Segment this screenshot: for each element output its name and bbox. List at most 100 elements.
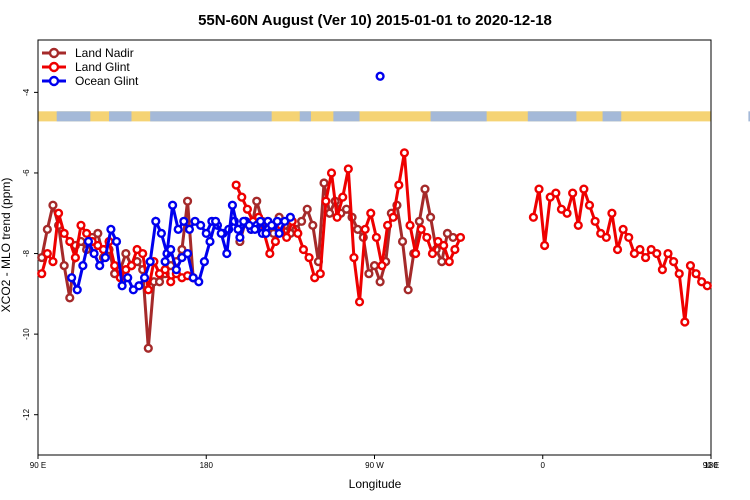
data-point (607, 208, 617, 218)
data-point (154, 277, 165, 287)
data-point (416, 224, 426, 234)
legend-item: Ocean Glint (42, 74, 139, 88)
data-point (48, 257, 58, 267)
data-point (78, 261, 88, 271)
data-point (37, 269, 47, 279)
y-tick-label: -8 (22, 249, 31, 257)
x-tick-label: 90 E (703, 461, 719, 470)
data-point (42, 224, 52, 234)
data-point (235, 232, 245, 243)
data-point (640, 252, 651, 263)
data-point (308, 220, 318, 230)
data-point (216, 228, 226, 238)
data-point (590, 216, 600, 226)
y-axis: -4 -6 -8 -10 -12 (22, 88, 38, 420)
data-point (293, 228, 303, 238)
band-sea-8 (748, 111, 750, 122)
data-point (551, 188, 561, 198)
data-point (237, 192, 247, 202)
data-point (76, 220, 86, 230)
data-point (579, 184, 589, 194)
x-tick-label: 180 (704, 461, 718, 470)
band-land (38, 111, 711, 122)
data-point (568, 188, 578, 198)
data-point (326, 168, 337, 178)
data-point (573, 220, 583, 230)
data-point (160, 257, 170, 267)
data-point (59, 261, 69, 271)
data-point (182, 248, 193, 259)
data-point (325, 208, 335, 218)
data-point (388, 212, 398, 222)
data-point (343, 164, 353, 174)
data-point (338, 192, 348, 202)
band-sea-5 (430, 111, 487, 122)
data-point (143, 343, 153, 353)
data-point (65, 293, 75, 303)
data-point (233, 224, 243, 234)
legend-swatch-marker (48, 47, 60, 59)
data-point (210, 216, 221, 226)
data-point (261, 228, 271, 238)
data-point (143, 285, 153, 295)
data-point (171, 265, 181, 275)
data-point (156, 228, 166, 238)
data-point (425, 212, 436, 222)
data-point (652, 248, 662, 259)
legend-swatch-marker (48, 61, 60, 73)
legend-item: Land Glint (42, 60, 130, 74)
data-point (353, 224, 363, 234)
data-point (65, 236, 75, 247)
data-point (201, 228, 211, 238)
data-point (420, 184, 430, 194)
data-point (298, 244, 309, 255)
data-point (321, 196, 331, 206)
band-sea-1 (109, 111, 132, 122)
data-point (439, 240, 449, 251)
data-point (624, 232, 634, 243)
series-layer (37, 71, 712, 353)
data-point (272, 216, 282, 226)
series-line (40, 212, 194, 291)
data-point (145, 257, 155, 267)
data-point-outlier (375, 71, 385, 81)
x-tick-label: 90 W (365, 461, 384, 470)
data-point (405, 220, 415, 230)
data-point (100, 252, 110, 263)
data-point (437, 257, 447, 267)
data-point (612, 244, 623, 255)
data-point (377, 261, 387, 271)
data-point (111, 236, 122, 247)
band-sea-0 (56, 111, 91, 122)
legend-swatch-marker (48, 75, 60, 87)
band-sea-6 (527, 111, 577, 122)
data-point (635, 244, 645, 255)
data-point (302, 204, 312, 214)
data-point (669, 257, 679, 267)
data-point (139, 273, 150, 283)
data-point (138, 248, 148, 259)
data-point (315, 269, 325, 279)
data-point (70, 252, 80, 263)
data-point (399, 148, 410, 158)
data-point (270, 236, 281, 247)
data-point (382, 220, 393, 230)
data-point (168, 200, 178, 210)
data-point (369, 261, 380, 271)
data-point (394, 180, 404, 190)
x-tick-label: 90 E (30, 461, 46, 470)
land-sea-band (38, 111, 750, 122)
data-point (319, 178, 329, 188)
data-point (285, 212, 295, 222)
data-point (534, 184, 544, 194)
data-point (450, 244, 460, 255)
data-point (562, 208, 572, 218)
data-point (403, 285, 413, 295)
data-point (414, 216, 424, 226)
data-point (540, 240, 550, 251)
data-point (106, 224, 116, 234)
data-point (250, 224, 260, 234)
data-point (618, 224, 628, 234)
data-point (59, 228, 69, 238)
